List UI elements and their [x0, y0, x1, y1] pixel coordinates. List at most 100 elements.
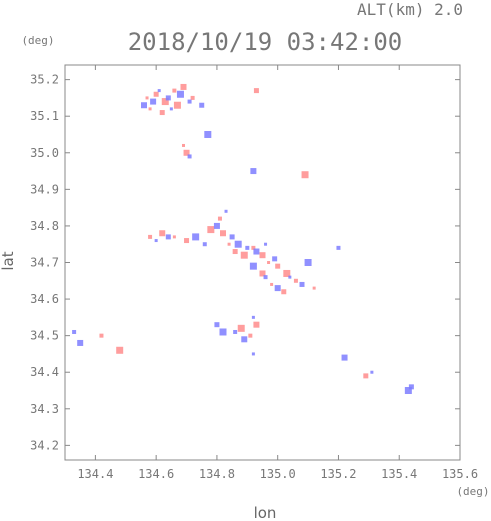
echo-point	[245, 245, 250, 250]
echo-point	[141, 102, 147, 109]
x-tick-label: 135.4	[381, 467, 417, 481]
echo-point	[232, 249, 238, 255]
echo-point	[234, 240, 242, 248]
y-tick-label: 34.7	[30, 256, 59, 270]
echo-point	[157, 89, 161, 93]
echo-point	[259, 252, 266, 259]
echo-point	[224, 209, 228, 213]
y-tick-label: 34.9	[30, 182, 59, 196]
echo-point	[165, 95, 171, 101]
echo-point	[299, 281, 305, 287]
echo-point	[219, 328, 227, 336]
echo-point	[217, 216, 222, 221]
echo-point	[192, 233, 200, 241]
x-tick-label: 134.8	[199, 467, 235, 481]
echo-point	[161, 98, 169, 106]
echo-point	[237, 324, 245, 332]
echo-point	[150, 98, 157, 105]
echo-point	[99, 333, 104, 338]
x-unit: (deg)	[456, 485, 489, 498]
echo-point	[240, 251, 248, 259]
echo-point	[249, 262, 257, 270]
echo-point	[180, 83, 187, 90]
plot-frame	[64, 64, 461, 461]
echo-point	[263, 275, 268, 280]
echo-point	[233, 329, 238, 334]
echo-point	[272, 256, 278, 262]
y-tick-label: 34.6	[30, 292, 59, 306]
echo-point	[145, 96, 149, 100]
echo-point	[169, 107, 173, 111]
x-axis-label: lon	[254, 504, 277, 521]
y-unit: (deg)	[21, 34, 54, 47]
echo-point	[204, 130, 212, 138]
echo-point	[304, 259, 312, 266]
echo-point	[207, 226, 215, 234]
echo-point	[229, 234, 235, 240]
echo-point	[213, 222, 220, 229]
echo-point	[404, 387, 412, 395]
echo-point	[159, 110, 165, 116]
axis-ticks: 134.4 134.6 134.8 135.0 135.2 135.4 135.6 34.2 3…	[30, 65, 478, 481]
x-tick-label: 135.0	[260, 467, 296, 481]
echo-point	[159, 230, 166, 237]
echo-point	[336, 245, 341, 250]
echo-point	[172, 235, 176, 239]
echo-point	[293, 278, 298, 283]
echo-point	[214, 322, 220, 328]
echo-point	[408, 384, 414, 390]
x-tick-label: 134.6	[138, 467, 174, 481]
echo-point	[275, 263, 281, 269]
chart-title: 2018/10/19 03:42:00	[128, 28, 403, 56]
echo-point	[241, 336, 248, 343]
y-tick-label: 34.5	[30, 329, 59, 343]
x-tick-label: 134.4	[77, 467, 113, 481]
echo-point	[183, 149, 190, 156]
echo-point	[187, 154, 192, 159]
y-tick-label: 34.2	[30, 438, 59, 452]
echo-point	[184, 238, 190, 244]
x-tick-label: 135.2	[320, 467, 356, 481]
y-tick-label: 34.3	[30, 402, 59, 416]
echo-point	[301, 171, 309, 179]
echo-point	[72, 329, 77, 334]
y-tick-label: 34.4	[30, 365, 59, 379]
echo-point	[270, 282, 274, 286]
echo-point	[281, 289, 287, 295]
echo-point	[187, 99, 192, 104]
echo-point	[190, 95, 195, 100]
echo-point	[259, 270, 266, 277]
echo-point	[116, 346, 124, 354]
x-tick-label: 135.6	[442, 467, 478, 481]
echo-point	[251, 245, 256, 250]
echo-point	[154, 239, 158, 243]
echo-point	[312, 286, 316, 290]
echo-point	[251, 315, 255, 319]
echo-point	[363, 373, 369, 379]
echo-point	[250, 168, 257, 175]
echo-point	[283, 269, 291, 277]
echo-point	[248, 333, 253, 338]
echo-point	[274, 285, 281, 292]
echo-point	[202, 242, 207, 247]
echo-point	[264, 242, 268, 246]
data-marks	[72, 83, 414, 395]
y-tick-label: 35.1	[30, 109, 59, 123]
echo-point	[253, 88, 259, 94]
echo-point	[165, 234, 171, 240]
echo-point	[288, 275, 292, 279]
echo-point	[251, 352, 255, 356]
echo-point	[220, 230, 226, 237]
y-tick-label: 34.8	[30, 219, 59, 233]
echo-point	[267, 261, 271, 264]
echo-point	[148, 234, 153, 239]
altitude-label: ALT(km) 2.0	[357, 0, 463, 19]
echo-point	[341, 354, 348, 361]
y-tick-label: 35.0	[30, 146, 59, 160]
echo-point	[148, 107, 152, 111]
echo-point	[173, 101, 181, 109]
y-axis-label: lat	[0, 251, 17, 270]
echo-point	[153, 91, 159, 97]
echo-point	[182, 143, 185, 147]
